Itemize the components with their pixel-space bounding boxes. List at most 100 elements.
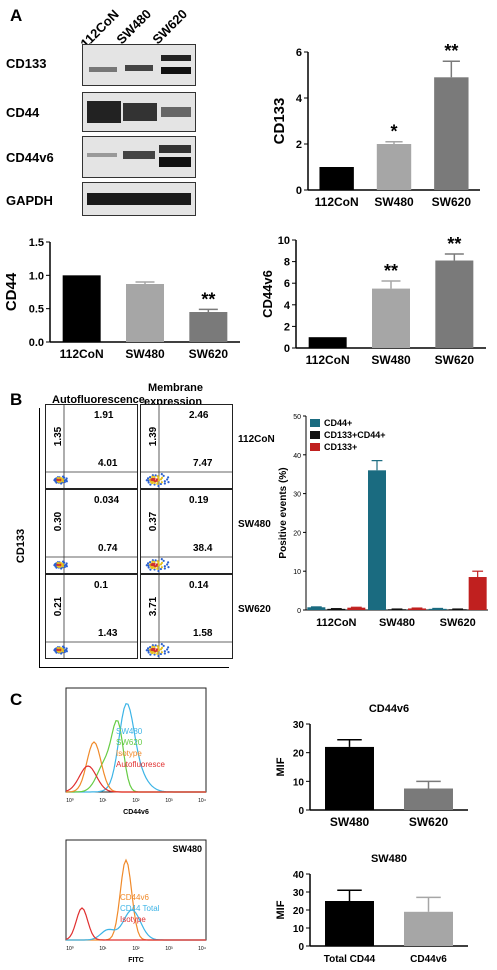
event-dot [154,474,157,477]
y-axis-label: MIF [275,900,287,919]
y-tick-label: 10 [293,777,305,788]
event-dot [54,479,57,482]
y-axis-label: MIF [275,757,287,776]
event-dot [162,559,165,562]
bar-cd133pos-sw620 [468,577,487,610]
event-dot [151,478,155,482]
quadrant-value-lower-right: 0.74 [98,543,118,554]
event-dot [59,648,62,651]
event-dot [157,479,161,482]
x-tick-label: 10⁴ [198,798,206,804]
event-dot [62,561,66,564]
event-dot [166,563,169,566]
event-dot [163,567,166,570]
quadrant-value-upper-left: 3.71 [148,596,160,617]
event-dot [148,646,152,649]
event-dot [167,651,170,654]
event-dot [147,566,150,569]
event-dot [159,567,163,571]
significance-mark: ** [384,261,398,281]
x-tick-label: 112CoN [60,347,104,361]
chart-positive-events: 0 10 20 30 40 50 Positive events (%) 112CoN SW48… [278,414,488,629]
event-dot [60,567,63,570]
facs-plot-canvas [141,490,232,573]
y-tick-label: 20 [293,749,305,760]
event-dot [151,650,154,654]
x-tick-label: SW480 [374,195,414,209]
event-dot [146,562,150,565]
x-tick-label: SW620 [432,195,472,209]
x-tick-label: SW480 [125,347,165,361]
y-tick-label: 20 [293,530,301,537]
event-dot [151,475,154,478]
x-tick-label: CD44v6 [410,954,447,965]
chart-cd133: 0 2 4 6 112CoN * SW480 ** SW620 CD133 [271,41,480,209]
event-dot [153,560,156,564]
x-tick-label: 112CoN [306,353,350,367]
event-dot [63,479,66,482]
western-blot-gapdh [82,182,196,216]
quadrant-value-lower-right: 7.47 [193,458,213,469]
y-tick-label: 10 [278,235,290,247]
chart-title: CD44v6 [369,703,409,715]
bar-sw480 [376,144,412,190]
event-dot [166,648,169,651]
facs-plot-112con-autofluorescence: 1.35 1.91 4.01 [45,404,138,489]
lane-label-sw480: SW480 [113,6,155,47]
chart-mif-sw480: 0 10 20 30 40 Total CD44 CD44v6 MIF SW480 [275,853,468,965]
y-tick-label: 0 [284,343,290,355]
y-tick-label: 50 [293,414,301,421]
chart-mif-cd44v6: 0 10 20 30 SW480 SW620 MIF CD44v6 [275,703,468,829]
blot-label-cd133: CD133 [6,56,47,71]
event-dot [153,475,156,479]
bar-total-cd44 [325,901,374,946]
x-tick-label: 112CoN [315,195,359,209]
x-tick-label: SW620 [189,347,229,361]
event-dot [167,481,170,484]
y-tick-label: 0 [297,608,301,615]
facs-row-label-sw620: SW620 [238,604,271,615]
facs-plot-canvas [46,405,137,488]
legend-swatch [310,419,320,427]
quadrant-value-lower-right: 38.4 [193,543,213,554]
event-dot [61,565,65,568]
x-tick-label: 10⁴ [198,946,206,952]
y-tick-label: 2 [284,321,290,333]
y-tick-label: 30 [293,888,305,899]
event-dot [146,477,150,480]
quadrant-value-upper-right: 0.1 [94,580,108,591]
event-dot [56,648,60,652]
event-dot [63,649,66,652]
event-dot [146,647,150,650]
event-dot [163,650,166,653]
x-tick-label: 10¹ [99,798,107,804]
event-dot [156,567,159,570]
bar-sw620 [404,788,453,810]
y-axis-label: CD44 [3,272,20,311]
x-tick-label: 10⁰ [66,946,74,952]
y-tick-label: 0.0 [29,337,44,349]
event-dot [61,650,65,653]
facs-plot-sw480-membrane: 0.37 0.19 38.4 [140,489,233,574]
quadrant-value-upper-left: 1.39 [148,426,160,447]
bar-cd133pos-sw480 [408,608,426,610]
histogram-curve-isotype [65,907,206,941]
legend-label: CD44 Total [120,904,160,913]
blot-label-cd44v6: CD44v6 [6,150,54,165]
y-tick-label: 2 [296,139,302,151]
y-tick-label: 20 [293,906,305,917]
facs-plot-canvas [141,405,232,488]
facs-plot-canvas [46,575,137,658]
bar-sw620 [189,312,228,342]
x-tick-label: SW620 [435,353,475,367]
bar-112con [308,337,347,348]
event-dot [148,476,152,479]
facs-row-label-112con: 112CoN [238,434,275,445]
y-tick-label: 0 [296,185,302,197]
histogram-cd44v6: 10⁰ 10¹ 10² 10³ 10⁴ CD44v6 SW480 SW620 Isotype Au… [65,687,207,816]
lane-label-sw620: SW620 [149,6,191,47]
histogram-title: SW480 [172,844,202,854]
event-dot [160,481,163,484]
event-dot [160,558,163,561]
panel-letter-b: B [10,390,23,409]
